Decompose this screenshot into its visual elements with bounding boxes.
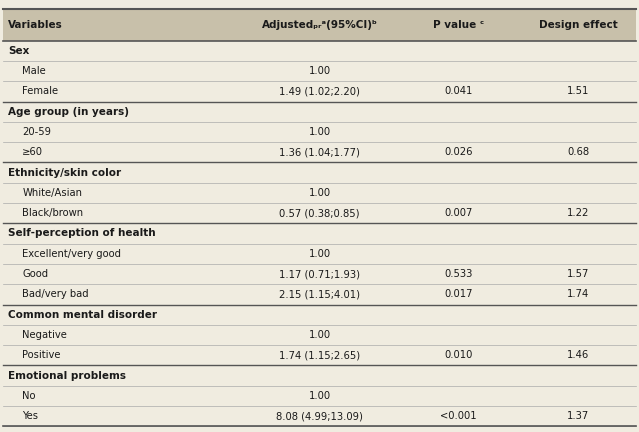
Text: 1.17 (0.71;1.93): 1.17 (0.71;1.93) [279, 269, 360, 279]
Text: 0.010: 0.010 [445, 350, 473, 360]
Text: 1.00: 1.00 [309, 188, 330, 198]
Text: 0.017: 0.017 [445, 289, 473, 299]
Text: 0.57 (0.38;0.85): 0.57 (0.38;0.85) [279, 208, 360, 218]
Text: 2.15 (1.15;4.01): 2.15 (1.15;4.01) [279, 289, 360, 299]
Text: Variables: Variables [8, 19, 63, 30]
Bar [3, 386, 636, 406]
Bar [3, 223, 636, 244]
Bar [3, 264, 636, 284]
Bar [3, 61, 636, 81]
Bar [3, 183, 636, 203]
Text: 1.22: 1.22 [567, 208, 590, 218]
Bar [3, 162, 636, 183]
Text: 0.533: 0.533 [445, 269, 473, 279]
Bar [3, 325, 636, 345]
Text: Emotional problems: Emotional problems [8, 371, 127, 381]
Text: <0.001: <0.001 [440, 411, 477, 421]
Bar [3, 102, 636, 122]
Text: 1.49 (1.02;2.20): 1.49 (1.02;2.20) [279, 86, 360, 96]
Text: White/Asian: White/Asian [22, 188, 82, 198]
Text: 0.68: 0.68 [567, 147, 589, 157]
Bar [3, 41, 636, 61]
Text: Adjustedₚᵣᵃ(95%CI)ᵇ: Adjustedₚᵣᵃ(95%CI)ᵇ [261, 19, 378, 30]
Text: Negative: Negative [22, 330, 67, 340]
Text: Bad/very bad: Bad/very bad [22, 289, 89, 299]
Bar [3, 142, 636, 162]
Text: 20-59: 20-59 [22, 127, 51, 137]
Text: Age group (in years): Age group (in years) [8, 107, 129, 117]
Bar [3, 9, 636, 41]
Text: 1.00: 1.00 [309, 127, 330, 137]
Bar [3, 284, 636, 305]
Text: 0.041: 0.041 [445, 86, 473, 96]
Bar [3, 365, 636, 386]
Bar [3, 406, 636, 426]
Text: 0.026: 0.026 [445, 147, 473, 157]
Bar [3, 203, 636, 223]
Text: Excellent/very good: Excellent/very good [22, 249, 121, 259]
Text: Design effect: Design effect [539, 19, 618, 30]
Text: Yes: Yes [22, 411, 38, 421]
Text: Male: Male [22, 66, 46, 76]
Text: 1.00: 1.00 [309, 249, 330, 259]
Text: 1.00: 1.00 [309, 66, 330, 76]
Text: 1.57: 1.57 [567, 269, 590, 279]
Text: 1.00: 1.00 [309, 391, 330, 401]
Text: No: No [22, 391, 36, 401]
Text: 1.74 (1.15;2.65): 1.74 (1.15;2.65) [279, 350, 360, 360]
Text: ≥60: ≥60 [22, 147, 43, 157]
Bar [3, 305, 636, 325]
Text: 1.51: 1.51 [567, 86, 590, 96]
Text: 1.46: 1.46 [567, 350, 589, 360]
Text: 1.37: 1.37 [567, 411, 589, 421]
Bar [3, 122, 636, 142]
Text: Good: Good [22, 269, 49, 279]
Text: Female: Female [22, 86, 59, 96]
Bar [3, 345, 636, 365]
Bar [3, 81, 636, 102]
Text: Common mental disorder: Common mental disorder [8, 310, 157, 320]
Text: 8.08 (4.99;13.09): 8.08 (4.99;13.09) [276, 411, 363, 421]
Bar [3, 244, 636, 264]
Text: P value ᶜ: P value ᶜ [433, 19, 484, 30]
Text: 1.74: 1.74 [567, 289, 589, 299]
Text: 1.00: 1.00 [309, 330, 330, 340]
Text: Black/brown: Black/brown [22, 208, 84, 218]
Text: Sex: Sex [8, 46, 29, 56]
Text: Positive: Positive [22, 350, 61, 360]
Text: Ethnicity/skin color: Ethnicity/skin color [8, 168, 121, 178]
Text: Self-perception of health: Self-perception of health [8, 229, 156, 238]
Text: 0.007: 0.007 [445, 208, 473, 218]
Text: 1.36 (1.04;1.77): 1.36 (1.04;1.77) [279, 147, 360, 157]
